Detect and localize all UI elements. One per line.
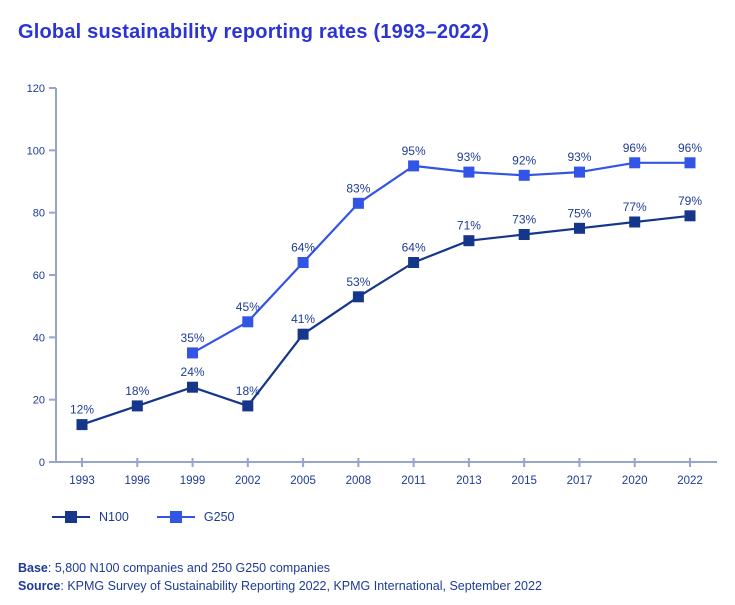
g250-series-marker-icon xyxy=(156,511,195,523)
x-axis-tick-label: 2017 xyxy=(567,475,593,487)
g250-data-point xyxy=(684,157,696,169)
g250-data-point xyxy=(242,316,254,328)
x-axis-tick-label: 2022 xyxy=(677,475,703,487)
n100-data-point xyxy=(408,257,420,268)
legend-item-n100: N100 xyxy=(52,510,129,524)
n100-data-label: 24% xyxy=(181,365,205,379)
base-note-label: Base xyxy=(18,561,48,575)
n100-data-point xyxy=(463,235,475,247)
g250-data-label: 35% xyxy=(181,331,205,345)
x-axis-tick-label: 1999 xyxy=(180,475,206,487)
x-axis-tick-label: 1993 xyxy=(69,475,95,487)
n100-data-point xyxy=(684,210,696,222)
n100-data-label: 18% xyxy=(236,384,260,398)
y-axis-tick-label: 60 xyxy=(33,270,45,282)
n100-data-label: 73% xyxy=(512,212,536,226)
g250-data-label: 96% xyxy=(678,141,702,155)
source-note: Source: KPMG Survey of Sustainability Re… xyxy=(18,577,542,595)
n100-data-point xyxy=(518,229,530,240)
n100-data-point xyxy=(297,328,309,340)
n100-data-point xyxy=(574,222,585,234)
g250-data-point xyxy=(518,169,530,181)
n100-data-point xyxy=(187,381,198,393)
base-note-text: : 5,800 N100 companies and 250 G250 comp… xyxy=(47,561,331,575)
x-axis-tick-label: 2011 xyxy=(401,475,426,487)
n100-data-label: 53% xyxy=(346,275,370,289)
x-axis-tick-label: 2002 xyxy=(235,475,261,487)
g250-data-point xyxy=(463,166,475,178)
g250-data-point xyxy=(629,157,641,169)
base-note: Base: 5,800 N100 companies and 250 G250 … xyxy=(18,559,542,577)
g250-data-label: 92% xyxy=(512,153,536,167)
g250-series-line xyxy=(191,161,690,354)
page-title: Global sustainability reporting rates (1… xyxy=(18,21,490,44)
x-axis-tick-label: 2013 xyxy=(456,475,482,487)
g250-data-point xyxy=(187,347,198,359)
source-note-label: Source xyxy=(18,579,61,593)
n100-data-point xyxy=(76,419,88,431)
n100-series-line xyxy=(81,214,691,426)
g250-data-point xyxy=(574,166,585,178)
footnote: Base: 5,800 N100 companies and 250 G250 … xyxy=(18,559,542,595)
source-note-text: : KPMG Survey of Sustainability Reportin… xyxy=(60,579,542,593)
x-axis-tick-label: 1996 xyxy=(124,475,150,487)
y-axis-tick-label: 0 xyxy=(39,457,45,469)
x-axis-tick-label: 2015 xyxy=(511,475,537,487)
n100-data-label: 75% xyxy=(567,206,591,220)
g250-data-label: 95% xyxy=(402,144,426,158)
g250-data-point xyxy=(297,257,309,268)
n100-data-label: 64% xyxy=(402,241,426,255)
y-axis-tick-label: 80 xyxy=(33,208,45,220)
y-axis-tick-label: 100 xyxy=(27,145,45,157)
g250-data-label: 83% xyxy=(346,181,370,195)
line-chart: 0 20 40 60 80 100 120 1993 1996 1999 2002 2005 2008 2… xyxy=(27,83,717,487)
n100-data-point xyxy=(629,216,641,228)
x-axis-tick-label: 2005 xyxy=(290,475,316,487)
g250-data-point xyxy=(352,197,364,209)
x-axis-tick-label: 2020 xyxy=(622,475,648,487)
y-axis-tick-label: 120 xyxy=(27,83,45,95)
n100-data-label: 18% xyxy=(125,384,149,398)
n100-data-label: 71% xyxy=(457,219,481,233)
x-axis-tick-label: 2008 xyxy=(346,475,372,487)
legend-label-g250: G250 xyxy=(203,510,235,524)
n100-data-point xyxy=(352,291,364,303)
g250-data-label: 64% xyxy=(291,241,315,255)
legend-item-g250: G250 xyxy=(156,510,235,524)
g250-data-label: 96% xyxy=(623,141,647,155)
g250-data-label: 93% xyxy=(457,150,481,164)
n100-series-marker-icon xyxy=(52,511,90,523)
g250-data-point xyxy=(408,160,420,172)
n100-data-point xyxy=(242,400,254,412)
n100-data-label: 12% xyxy=(70,403,94,417)
n100-data-label: 77% xyxy=(623,200,647,214)
n100-data-label: 41% xyxy=(291,312,315,326)
n100-data-point xyxy=(131,400,143,412)
g250-data-label: 45% xyxy=(236,300,260,314)
g250-data-label: 93% xyxy=(567,150,591,164)
y-axis-tick-label: 20 xyxy=(33,395,45,407)
chart-legend: N100 G250 xyxy=(52,510,234,524)
y-axis-tick-label: 40 xyxy=(33,332,45,344)
n100-data-label: 79% xyxy=(678,194,702,208)
legend-label-n100: N100 xyxy=(99,510,129,524)
